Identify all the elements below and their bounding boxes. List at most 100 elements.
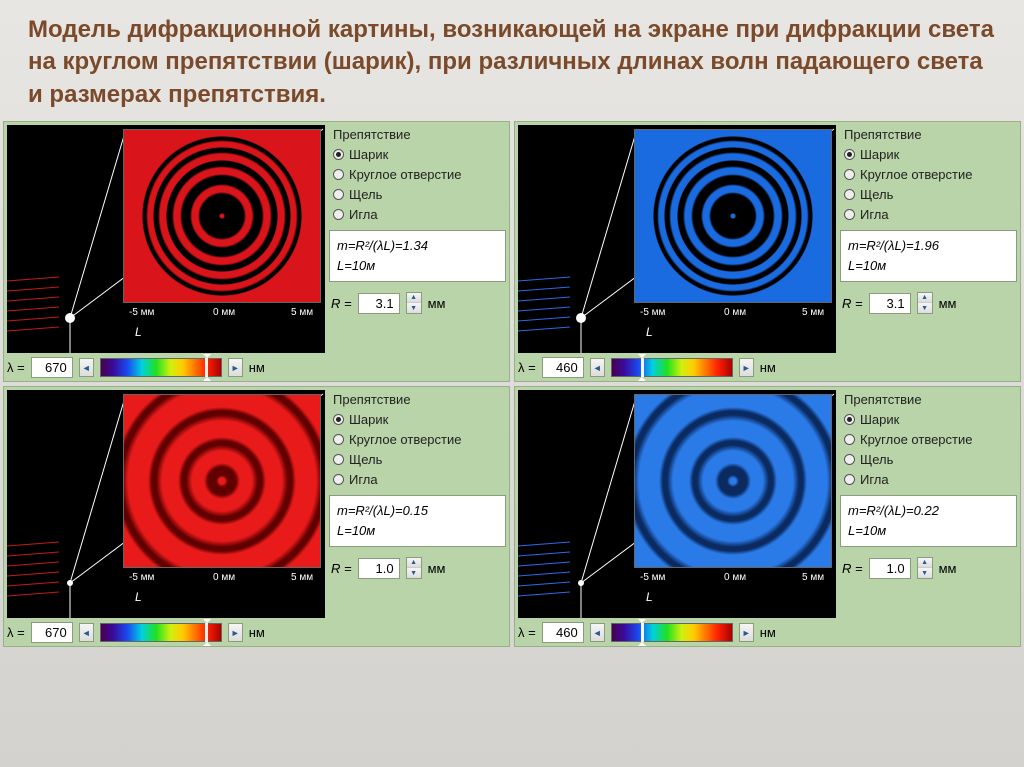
lambda-increment[interactable]: ► [739,623,754,642]
spectrum-slider[interactable] [611,358,733,377]
radio-icon [844,169,855,180]
obstacle-option[interactable]: Щель [844,187,1017,202]
lambda-decrement[interactable]: ◄ [79,358,94,377]
formula-m: m=R²/(λL)=0.22 [848,503,939,518]
lambda-unit: нм [760,625,776,640]
formula-L: L=10м [337,258,375,273]
obstacle-heading: Препятствие [844,127,1017,142]
distance-label: L [646,590,653,604]
obstacle-ball [65,313,75,323]
lambda-increment[interactable]: ► [228,623,243,642]
radius-spinner[interactable]: ▲ ▼ [406,557,422,579]
obstacle-option[interactable]: Щель [333,452,506,467]
lambda-increment[interactable]: ► [228,358,243,377]
obstacle-heading: Препятствие [333,127,506,142]
radio-icon [333,209,344,220]
obstacle-option[interactable]: Игла [333,207,506,222]
radio-icon [333,454,344,465]
lambda-decrement[interactable]: ◄ [590,358,605,377]
obstacle-option-label: Щель [860,452,893,467]
radius-label: R = [331,296,352,311]
radius-spinner[interactable]: ▲ ▼ [406,292,422,314]
spectrum-slider[interactable] [100,358,222,377]
distance-label: L [135,325,142,339]
radius-spinner[interactable]: ▲ ▼ [917,292,933,314]
chevron-up-icon[interactable]: ▲ [918,558,932,568]
axis-tick: 5 мм [802,572,824,583]
radio-icon [844,454,855,465]
radio-icon [333,434,344,445]
obstacle-option[interactable]: Круглое отверстие [844,167,1017,182]
lambda-unit: нм [249,625,265,640]
radius-input[interactable]: 3.1 [358,293,400,314]
formula-box: m=R²/(λL)=0.22 L=10м [840,495,1017,547]
obstacle-option[interactable]: Круглое отверстие [844,432,1017,447]
lambda-label: λ = [518,360,536,375]
axis-tick: -5 мм [640,572,665,583]
formula-box: m=R²/(λL)=1.96 L=10м [840,230,1017,282]
radius-unit: мм [428,561,446,576]
obstacle-option-label: Шарик [860,412,899,427]
chevron-down-icon[interactable]: ▼ [918,303,932,313]
diffraction-pattern [634,394,832,568]
obstacle-option[interactable]: Игла [844,207,1017,222]
spectrum-marker[interactable] [641,358,644,377]
radio-icon [844,414,855,425]
lambda-label: λ = [518,625,536,640]
radius-spinner[interactable]: ▲ ▼ [917,557,933,579]
diffraction-pattern [123,129,321,303]
obstacle-option[interactable]: Игла [844,472,1017,487]
chevron-up-icon[interactable]: ▲ [407,558,421,568]
lambda-input[interactable]: 670 [31,357,73,378]
lambda-increment[interactable]: ► [739,358,754,377]
obstacle-option-label: Шарик [860,147,899,162]
simulation-canvas: -5 мм 0 мм 5 мм L [7,125,325,353]
spectrum-marker[interactable] [205,623,208,642]
simulation-panel: -5 мм 0 мм 5 мм L Препятствие Шарик Круг… [514,121,1021,382]
lambda-input[interactable]: 460 [542,622,584,643]
chevron-down-icon[interactable]: ▼ [407,568,421,578]
lambda-input[interactable]: 460 [542,357,584,378]
obstacle-option[interactable]: Круглое отверстие [333,432,506,447]
obstacle-option[interactable]: Круглое отверстие [333,167,506,182]
radio-icon [844,434,855,445]
formula-m: m=R²/(λL)=0.15 [337,503,428,518]
obstacle-option[interactable]: Игла [333,472,506,487]
obstacle-option[interactable]: Шарик [844,412,1017,427]
lambda-unit: нм [249,360,265,375]
radio-icon [333,414,344,425]
obstacle-option[interactable]: Щель [333,187,506,202]
spectrum-slider[interactable] [611,623,733,642]
radius-input[interactable]: 3.1 [869,293,911,314]
spectrum-marker[interactable] [641,623,644,642]
formula-L: L=10м [848,523,886,538]
chevron-up-icon[interactable]: ▲ [407,293,421,303]
obstacle-option[interactable]: Шарик [844,147,1017,162]
axis-tick: -5 мм [129,307,154,318]
chevron-up-icon[interactable]: ▲ [918,293,932,303]
formula-m: m=R²/(λL)=1.96 [848,238,939,253]
axis-tick: -5 мм [640,307,665,318]
distance-label: L [646,325,653,339]
obstacle-ball [67,580,73,586]
obstacle-option-label: Игла [349,207,378,222]
obstacle-option[interactable]: Шарик [333,412,506,427]
obstacle-option[interactable]: Щель [844,452,1017,467]
chevron-down-icon[interactable]: ▼ [918,568,932,578]
obstacle-option-label: Игла [860,207,889,222]
chevron-down-icon[interactable]: ▼ [407,303,421,313]
obstacle-option[interactable]: Шарик [333,147,506,162]
radius-input[interactable]: 1.0 [358,558,400,579]
spectrum-marker[interactable] [205,358,208,377]
distance-label: L [135,590,142,604]
radius-input[interactable]: 1.0 [869,558,911,579]
lambda-decrement[interactable]: ◄ [590,623,605,642]
formula-box: m=R²/(λL)=0.15 L=10м [329,495,506,547]
lambda-input[interactable]: 670 [31,622,73,643]
axis-tick: 0 мм [213,307,235,318]
spectrum-slider[interactable] [100,623,222,642]
axis-tick: 0 мм [724,572,746,583]
obstacle-option-label: Шарик [349,147,388,162]
axis-tick: 0 мм [213,572,235,583]
lambda-decrement[interactable]: ◄ [79,623,94,642]
